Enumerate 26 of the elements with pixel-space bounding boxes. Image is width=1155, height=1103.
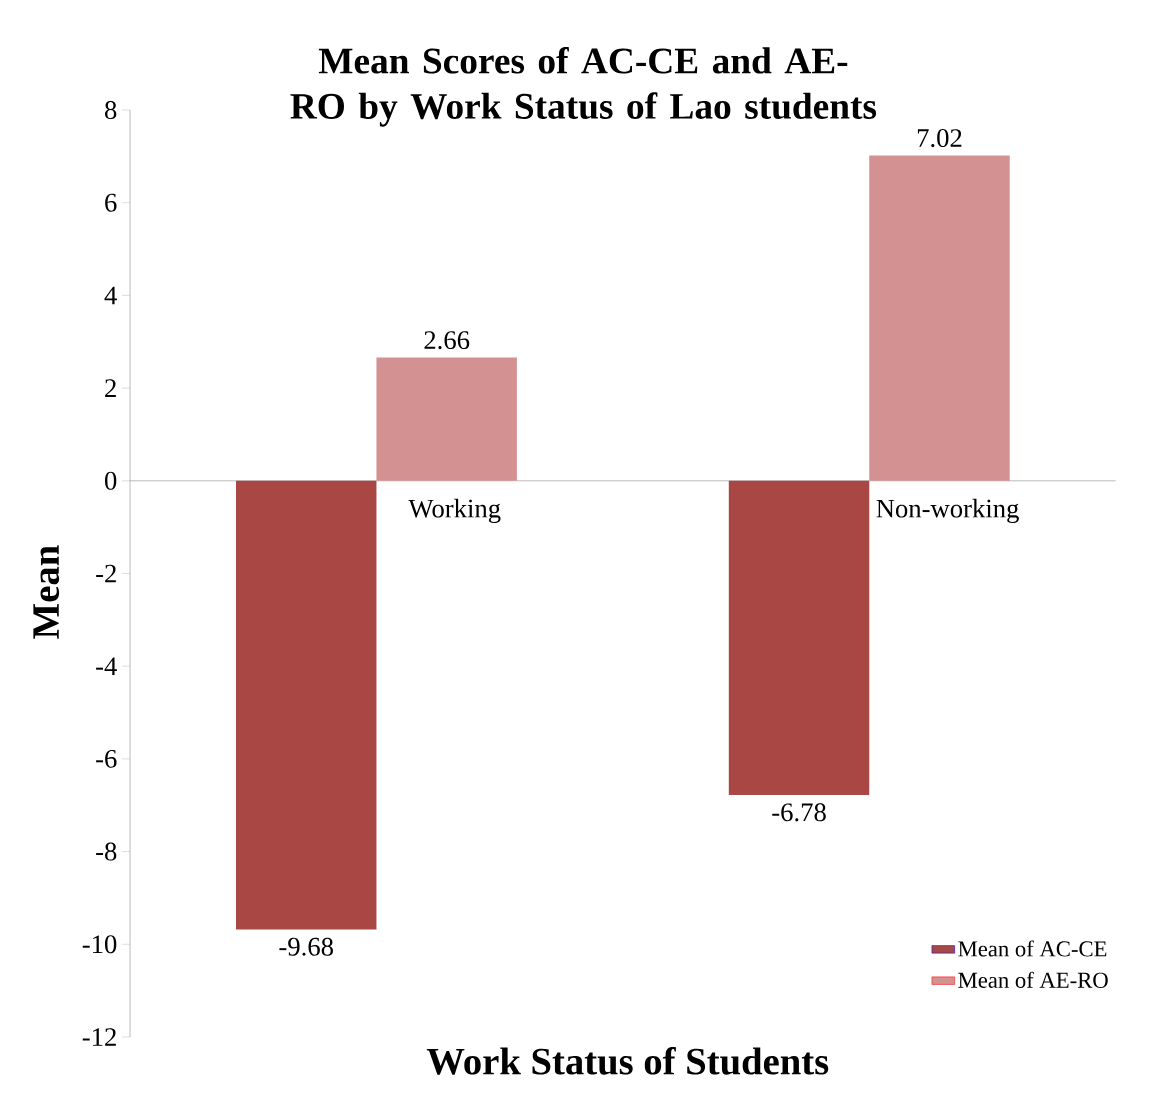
y-tick-label: 0 bbox=[105, 471, 117, 490]
y-tick-label: 4 bbox=[104, 286, 117, 305]
y-tick-label: -6 bbox=[96, 749, 117, 768]
bar bbox=[869, 155, 1010, 481]
bar bbox=[728, 480, 870, 796]
y-tick-label: -8 bbox=[96, 842, 117, 861]
data-label: -6.78 bbox=[772, 803, 826, 822]
y-tick-label: -12 bbox=[82, 1028, 116, 1046]
y-tick-label: -2 bbox=[96, 564, 116, 583]
data-label: -9.68 bbox=[279, 937, 333, 956]
y-tick-label: 2 bbox=[105, 379, 116, 397]
y-axis-title: Mean bbox=[33, 545, 60, 639]
bar bbox=[376, 357, 517, 481]
x-axis-title: Work Status of Students bbox=[426, 1047, 829, 1075]
bar bbox=[236, 480, 377, 930]
x-tick-label: Working bbox=[408, 498, 501, 524]
y-tick-label: 8 bbox=[105, 101, 117, 120]
y-tick-label: 6 bbox=[105, 193, 117, 212]
x-tick-label: Non-working bbox=[876, 498, 1019, 524]
data-label: 2.66 bbox=[424, 331, 470, 350]
legend-label: Mean of AC-CE bbox=[958, 940, 1107, 957]
data-label: 7.02 bbox=[917, 129, 962, 148]
chart-title: Mean Scores of AC-CE and AE-RO by Work Status of Lao students bbox=[290, 46, 877, 127]
legend-label: Mean of AE-RO bbox=[958, 971, 1108, 988]
y-tick-label: -4 bbox=[96, 657, 117, 675]
y-tick-label: -10 bbox=[82, 935, 117, 954]
